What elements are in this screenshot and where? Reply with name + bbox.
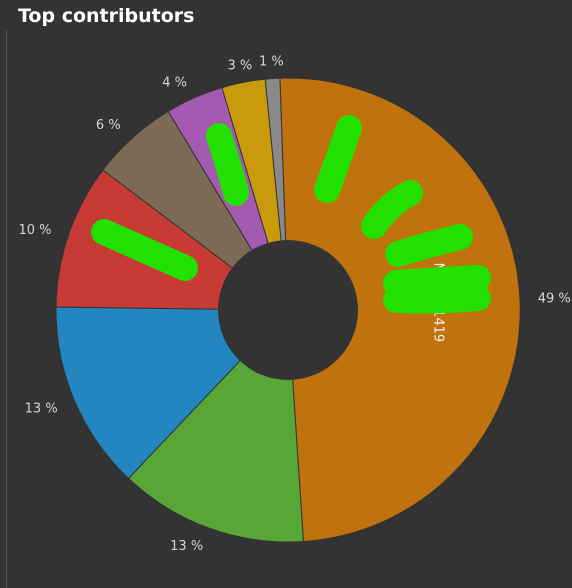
pie-slice-3 (55, 306, 290, 480)
slice-percent-label-2: 13 % (170, 539, 203, 554)
slice-percent-label-4: 10 % (18, 223, 51, 238)
donut-hole (218, 240, 358, 380)
panel-left-border (6, 30, 7, 588)
slice-percent-label-8: 1 % (259, 55, 284, 70)
redaction-scribble-7 (383, 285, 491, 314)
slice-percent-label-1: 49 % (538, 291, 571, 306)
redaction-scribble-4 (361, 180, 423, 239)
slice-percent-label-5: 6 % (96, 118, 121, 133)
slice-percent-label-6: 4 % (162, 75, 187, 90)
redaction-scribble-5 (385, 224, 473, 267)
slice-percent-label-7: 3 % (228, 59, 253, 74)
panel-title: Top contributors (18, 5, 195, 27)
redaction-scribble-3 (314, 115, 362, 203)
redaction-scribbles (91, 115, 491, 314)
slice-percent-label-3: 13 % (25, 401, 58, 416)
redaction-scribble-2 (206, 123, 249, 206)
redaction-scribble-1 (91, 219, 198, 281)
redaction-scribble-6 (383, 265, 491, 296)
